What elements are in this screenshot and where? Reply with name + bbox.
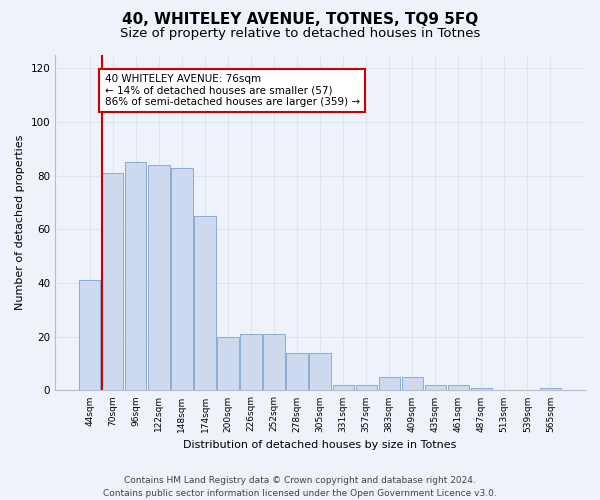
Bar: [217, 337, 239, 390]
Text: 40 WHITELEY AVENUE: 76sqm
← 14% of detached houses are smaller (57)
86% of semi-: 40 WHITELEY AVENUE: 76sqm ← 14% of detac…: [104, 74, 360, 107]
Bar: [125, 162, 146, 390]
Bar: [286, 353, 308, 391]
Bar: [172, 168, 193, 390]
Text: Size of property relative to detached houses in Totnes: Size of property relative to detached ho…: [120, 28, 480, 40]
Bar: [332, 385, 353, 390]
Bar: [102, 173, 124, 390]
Bar: [241, 334, 262, 390]
Bar: [470, 388, 492, 390]
Text: 40, WHITELEY AVENUE, TOTNES, TQ9 5FQ: 40, WHITELEY AVENUE, TOTNES, TQ9 5FQ: [122, 12, 478, 28]
Text: Contains HM Land Registry data © Crown copyright and database right 2024.
Contai: Contains HM Land Registry data © Crown c…: [103, 476, 497, 498]
Bar: [401, 377, 423, 390]
Bar: [310, 353, 331, 391]
Bar: [425, 385, 446, 390]
Y-axis label: Number of detached properties: Number of detached properties: [15, 135, 25, 310]
X-axis label: Distribution of detached houses by size in Totnes: Distribution of detached houses by size …: [184, 440, 457, 450]
Bar: [79, 280, 100, 390]
Bar: [148, 165, 170, 390]
Bar: [540, 388, 561, 390]
Bar: [448, 385, 469, 390]
Bar: [263, 334, 284, 390]
Bar: [356, 385, 377, 390]
Bar: [379, 377, 400, 390]
Bar: [194, 216, 215, 390]
